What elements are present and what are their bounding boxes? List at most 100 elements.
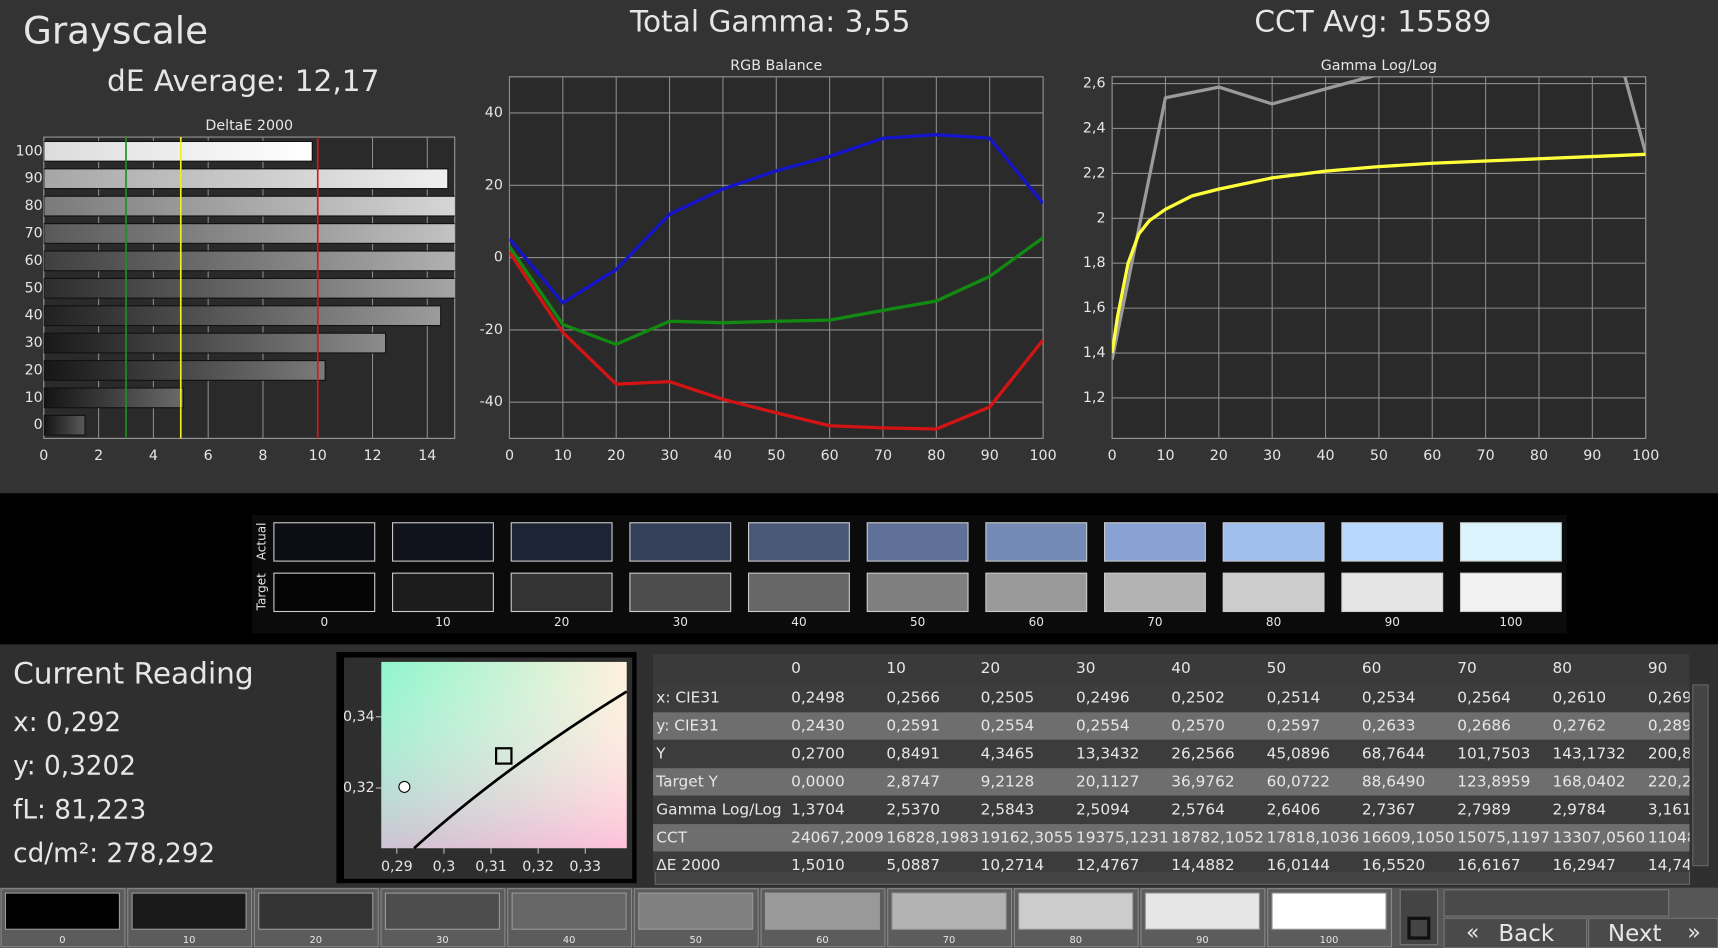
y-tick-label: 90 bbox=[25, 171, 43, 187]
table-cell: 0,2554 bbox=[981, 717, 1035, 735]
table-cell: 2,5370 bbox=[886, 800, 940, 818]
next-label[interactable]: Next bbox=[1608, 921, 1662, 947]
table-cell: 0,2498 bbox=[791, 689, 845, 707]
table-cell: 0,2566 bbox=[886, 689, 940, 707]
x-tick-label: 90 bbox=[1583, 448, 1601, 464]
column-header: 30 bbox=[1076, 659, 1096, 677]
row-header: Target Y bbox=[655, 772, 718, 790]
target-swatch bbox=[510, 572, 613, 613]
x-tick-label: 8 bbox=[258, 448, 267, 464]
column-header: 70 bbox=[1457, 659, 1477, 677]
x-tick-label: 6 bbox=[204, 448, 213, 464]
back-label[interactable]: Back bbox=[1498, 921, 1555, 947]
table-cell: 1,3704 bbox=[791, 800, 845, 818]
x-tick-label: 0,3 bbox=[433, 859, 456, 875]
cie-gamut-shade bbox=[381, 661, 627, 849]
column-header: 80 bbox=[1553, 659, 1573, 677]
level-swatch bbox=[638, 892, 754, 930]
back-arrow: « bbox=[1466, 921, 1479, 946]
target-swatch bbox=[985, 572, 1088, 613]
actual-swatch bbox=[273, 522, 376, 562]
column-header: 0 bbox=[791, 659, 801, 677]
table-cell: 0,2610 bbox=[1553, 689, 1607, 707]
table-cell: 2,7989 bbox=[1457, 800, 1511, 818]
bar bbox=[43, 195, 455, 217]
bar bbox=[43, 250, 455, 272]
table-cell: 26,2566 bbox=[1171, 744, 1234, 762]
bar bbox=[43, 223, 455, 244]
column-header: 10 bbox=[886, 659, 906, 677]
table-cell: 19162,3055 bbox=[981, 828, 1074, 846]
table-cell: 13307,0560 bbox=[1553, 828, 1646, 846]
level-label: 0 bbox=[59, 935, 65, 946]
swatch-label: 40 bbox=[791, 615, 806, 629]
table-cell: 2,5764 bbox=[1171, 800, 1225, 818]
row-header: Gamma Log/Log bbox=[656, 800, 781, 818]
table-cell: 0,2570 bbox=[1171, 717, 1225, 735]
level-label: 30 bbox=[436, 935, 449, 946]
row-header: CCT bbox=[656, 828, 687, 846]
total-gamma: Total Gamma: 3,55 bbox=[629, 5, 911, 39]
swatch-label: 60 bbox=[1029, 615, 1044, 629]
table-cell: 0,2597 bbox=[1267, 717, 1321, 735]
target-swatch bbox=[866, 572, 969, 613]
y-tick-label: 0,34 bbox=[343, 709, 375, 725]
actual-swatch bbox=[510, 522, 613, 562]
x-tick-label: 0,31 bbox=[475, 859, 507, 875]
table-row bbox=[653, 712, 1690, 740]
level-label: 80 bbox=[1069, 935, 1082, 946]
x-tick-label: 0 bbox=[505, 448, 514, 464]
series-line bbox=[1112, 152, 1646, 354]
level-label: 10 bbox=[183, 935, 196, 946]
table-cell: 88,6490 bbox=[1362, 772, 1425, 790]
chart-title: Gamma Log/Log bbox=[1321, 58, 1437, 74]
table-cell: 14,749 bbox=[1648, 856, 1702, 874]
table-cell: 13,3432 bbox=[1076, 744, 1139, 762]
bar bbox=[43, 332, 387, 354]
table-cell: 143,1732 bbox=[1553, 744, 1626, 762]
swatch-label: 10 bbox=[435, 615, 450, 629]
swatch-label: 90 bbox=[1385, 615, 1400, 629]
swatch-label: 30 bbox=[673, 615, 688, 629]
chart-title: RGB Balance bbox=[730, 58, 822, 74]
table-cell: 200,82 bbox=[1648, 744, 1702, 762]
swatch-label: 80 bbox=[1266, 615, 1281, 629]
y-tick-label: 50 bbox=[25, 280, 43, 296]
bar bbox=[43, 360, 326, 381]
next-button[interactable] bbox=[1588, 917, 1718, 948]
row-header: ΔE 2000 bbox=[656, 856, 720, 874]
y-tick-label: 1,2 bbox=[1083, 390, 1106, 406]
table-cell: 0,2564 bbox=[1457, 689, 1511, 707]
y-tick-label: 0 bbox=[34, 417, 43, 433]
table-scrollbar[interactable] bbox=[1692, 684, 1709, 867]
table-cell: 0,2686 bbox=[1457, 717, 1511, 735]
y-tick-label: 2,2 bbox=[1083, 165, 1106, 181]
x-tick-label: 60 bbox=[1423, 448, 1441, 464]
x-tick-label: 90 bbox=[981, 448, 999, 464]
y-tick-label: 0 bbox=[494, 250, 503, 266]
back-button[interactable] bbox=[1443, 917, 1588, 948]
level-swatch bbox=[131, 892, 247, 930]
table-hscrollbar[interactable] bbox=[654, 870, 1691, 885]
data-table: 0 10 20 30 40 50 60 70 80 90 x: CIE31 0,2498 0,2566 0… bbox=[653, 659, 1702, 874]
bar bbox=[43, 414, 86, 436]
x-tick-label: 10 bbox=[1156, 448, 1174, 464]
table-cell: 4,3465 bbox=[981, 744, 1035, 762]
table-cell: 0,2762 bbox=[1553, 717, 1607, 735]
actual-swatch bbox=[1459, 522, 1562, 562]
level-label: 40 bbox=[563, 935, 576, 946]
x-tick-label: 40 bbox=[714, 448, 732, 464]
table-cell: 2,5843 bbox=[981, 800, 1035, 818]
series-line bbox=[509, 251, 1044, 431]
actual-swatch bbox=[866, 522, 969, 562]
level-swatch bbox=[1018, 892, 1134, 930]
table-cell: 220,21 bbox=[1648, 772, 1702, 790]
table-cell: 0,2514 bbox=[1267, 689, 1321, 707]
y-tick-label: 2 bbox=[1096, 210, 1105, 226]
media-buttons[interactable] bbox=[1443, 889, 1670, 917]
x-tick-label: 40 bbox=[1316, 448, 1334, 464]
column-header: 20 bbox=[981, 659, 1001, 677]
table-cell: 16,2947 bbox=[1553, 856, 1616, 874]
target-swatch bbox=[629, 572, 732, 613]
table-cell: 19375,1231 bbox=[1076, 828, 1169, 846]
